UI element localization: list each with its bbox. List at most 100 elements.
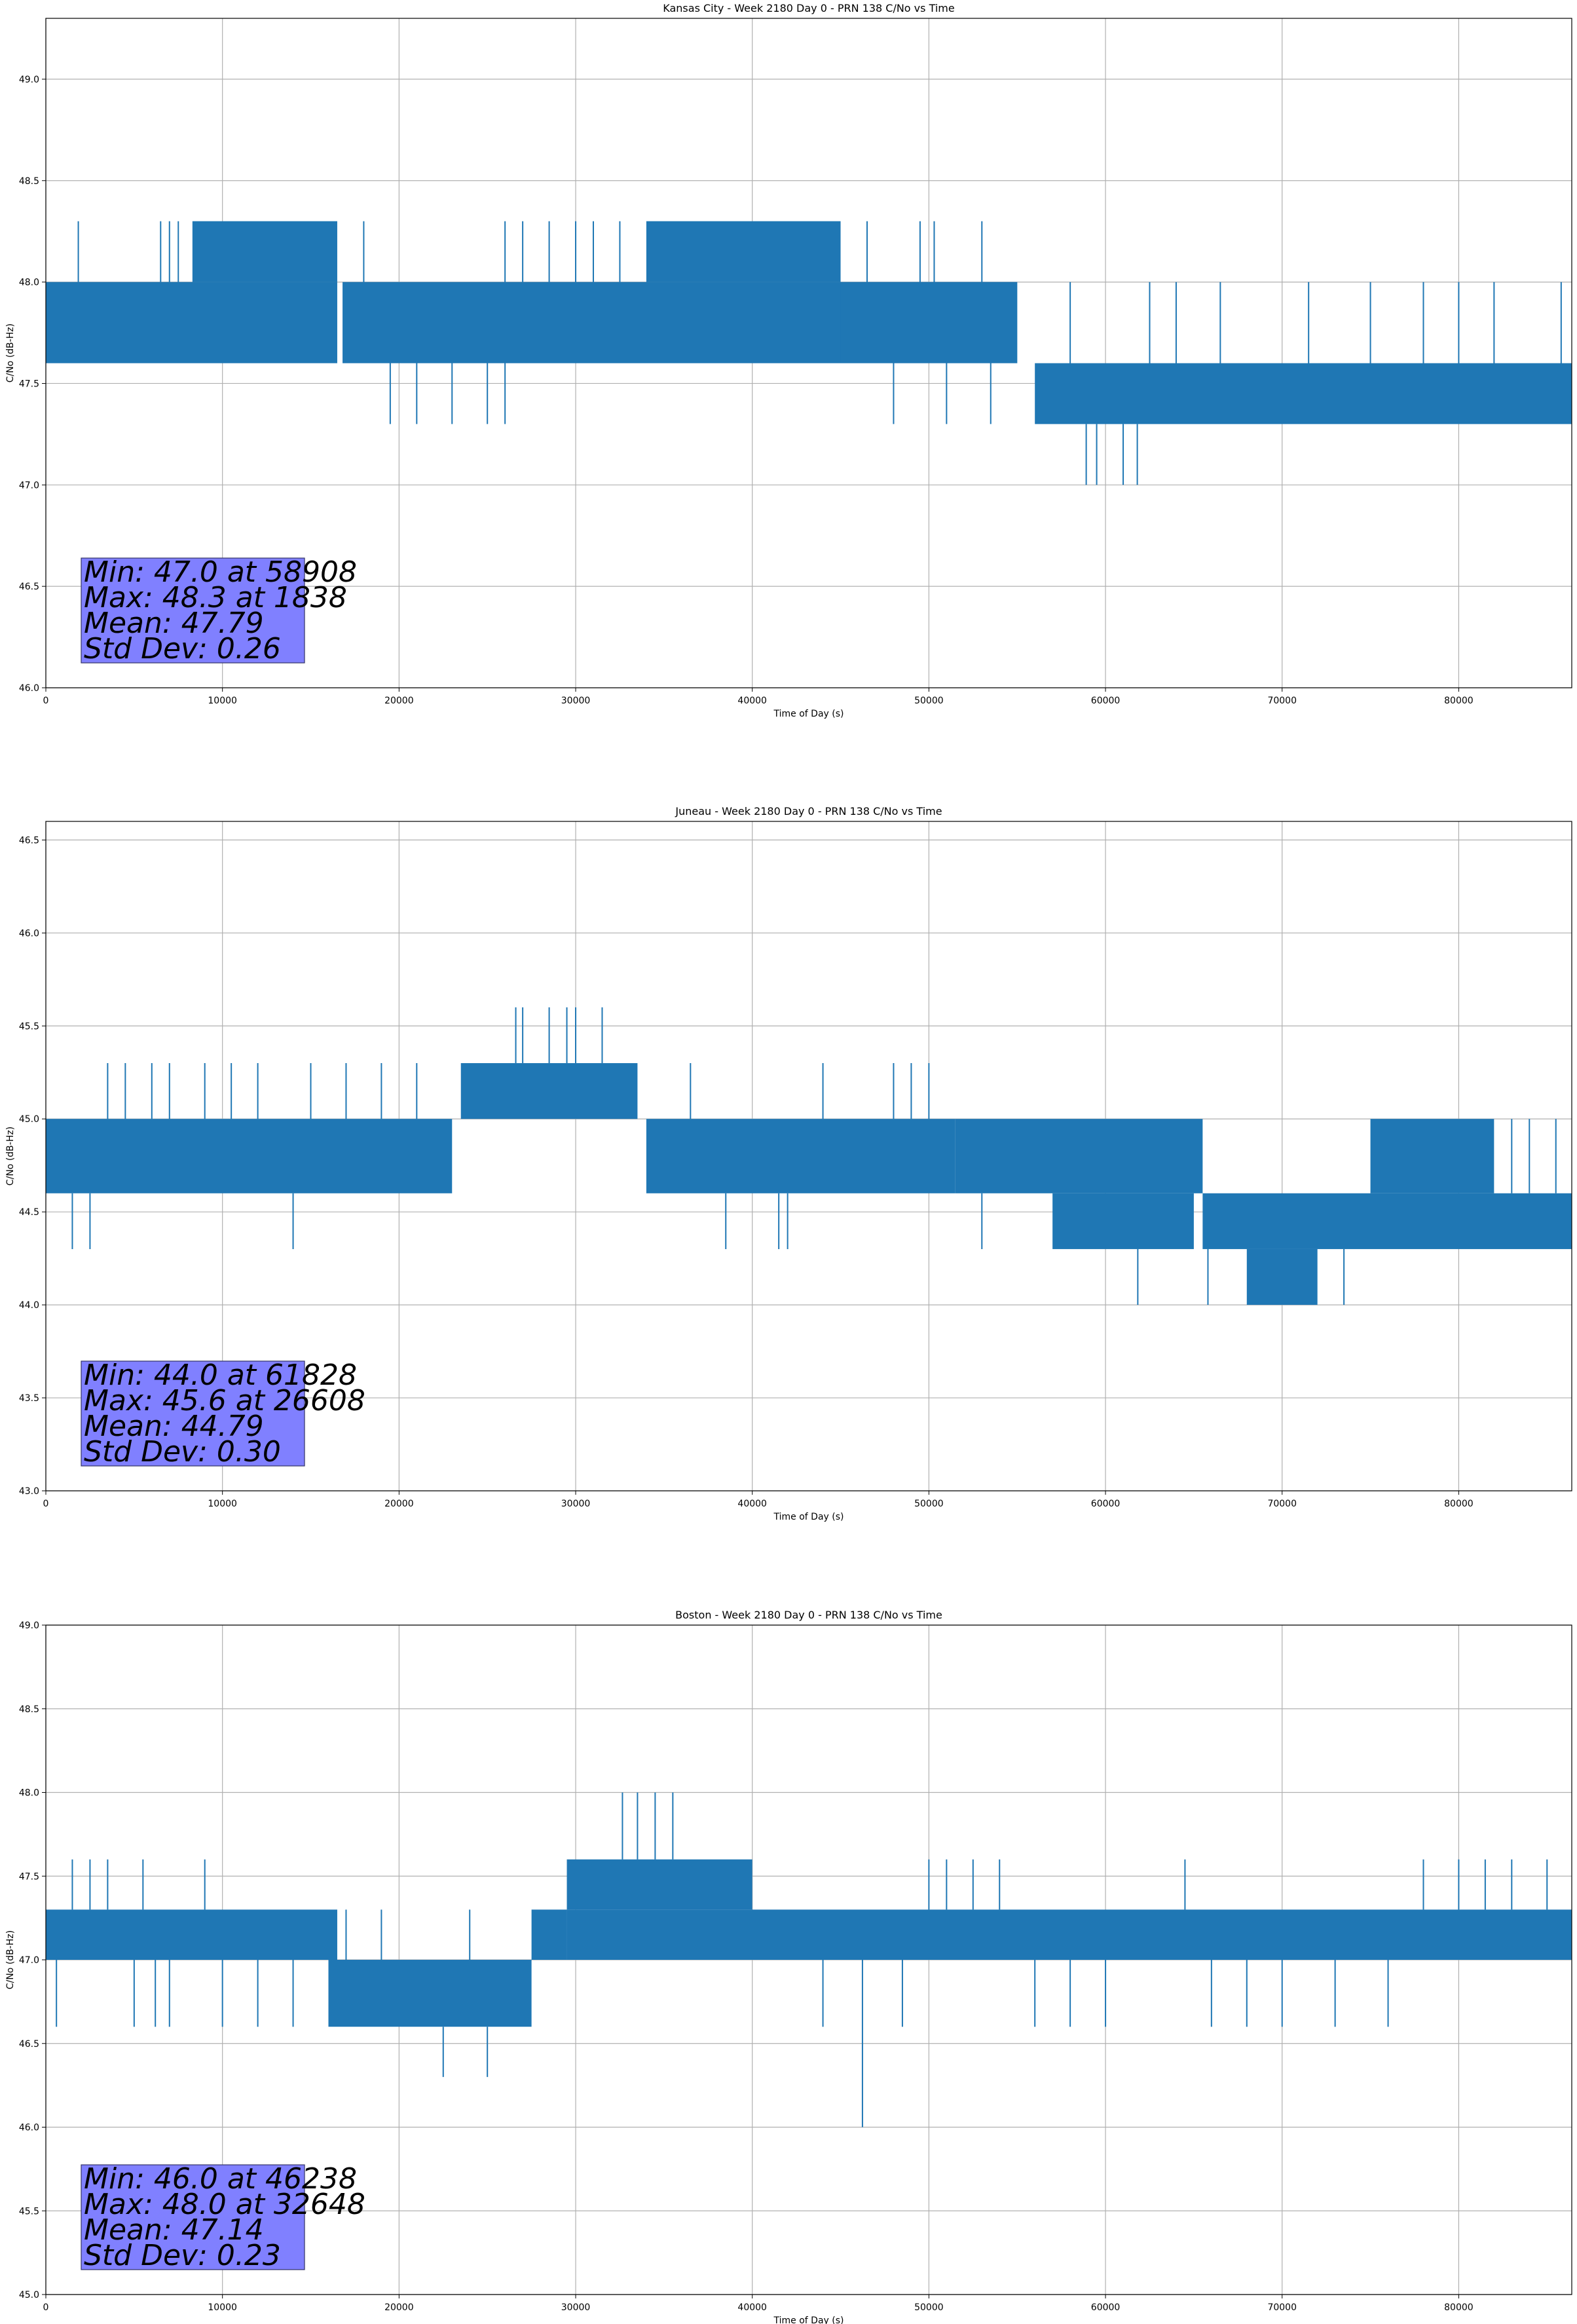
data-band-4 [1052, 1193, 1194, 1249]
axes-frame [45, 821, 1572, 1491]
x-tick-label-2: 20000 [384, 2302, 414, 2313]
stats-line-1: Max: 48.3 at 1838 [84, 581, 347, 614]
chart-panel-0: 0 10000 20000 30000 40000 50000 60000 70000 8000… [5, 2, 1572, 719]
stats-line-3: Std Dev: 0.30 [84, 1435, 281, 1469]
y-tick-label-4: 47.0 [19, 1955, 39, 1966]
y-tick-label-0: 43.0 [19, 1486, 39, 1497]
x-tick-label-3: 30000 [561, 696, 591, 706]
x-tick-label-8: 80000 [1444, 696, 1474, 706]
y-tick-label-2: 47.0 [19, 480, 39, 491]
x-tick-label-6: 60000 [1091, 2302, 1121, 2313]
x-tick-label-5: 50000 [914, 2302, 944, 2313]
x-tick-label-3: 30000 [561, 1499, 591, 1509]
x-tick-label-5: 50000 [914, 696, 944, 706]
axes-frame [45, 18, 1572, 688]
data-band-1 [328, 1960, 532, 2027]
stats-box [81, 2164, 305, 2270]
y-tick-label-4: 45.0 [19, 1114, 39, 1125]
x-tick-label-5: 50000 [914, 1499, 944, 1509]
stats-line-2: Mean: 47.14 [84, 2213, 264, 2247]
x-tick-label-0: 0 [43, 696, 49, 706]
stats-line-3: Std Dev: 0.26 [84, 632, 281, 665]
stats-box [81, 557, 305, 664]
y-axis-label: C/No (dB-Hz) [5, 1127, 16, 1186]
y-axis-label: C/No (dB-Hz) [5, 1930, 16, 1989]
x-tick-label-6: 60000 [1091, 1499, 1121, 1509]
x-tick-label-6: 60000 [1091, 696, 1121, 706]
x-tick-label-7: 70000 [1267, 1499, 1297, 1509]
stats-line-3: Std Dev: 0.23 [84, 2239, 281, 2272]
y-tick-label-6: 48.0 [19, 1788, 39, 1799]
data-band-5 [1202, 1193, 1572, 1249]
x-tick-label-1: 10000 [208, 2302, 237, 2313]
y-tick-label-7: 46.5 [19, 835, 39, 846]
data-band-3 [566, 1859, 752, 1910]
x-tick-label-4: 40000 [737, 2302, 767, 2313]
stats-line-2: Mean: 47.79 [84, 607, 264, 640]
y-tick-label-4: 48.0 [19, 278, 39, 288]
x-tick-label-8: 80000 [1444, 2302, 1474, 2313]
data-series [46, 221, 1572, 485]
y-tick-label-3: 44.5 [19, 1207, 39, 1218]
data-band-1 [460, 1063, 638, 1119]
data-band-0 [46, 1909, 337, 1960]
data-band-5 [1035, 363, 1572, 424]
stats-line-2: Mean: 44.79 [84, 1410, 264, 1443]
y-tick-label-5: 47.5 [19, 1871, 39, 1882]
y-tick-label-8: 49.0 [19, 1621, 39, 1631]
y-axis-label: C/No (dB-Hz) [5, 324, 16, 383]
y-tick-label-1: 46.5 [19, 582, 39, 592]
data-band-4 [566, 1909, 1572, 1960]
y-tick-label-5: 48.5 [19, 176, 39, 187]
data-band-3 [646, 221, 841, 282]
chart-title: Kansas City - Week 2180 Day 0 - PRN 138 … [663, 2, 954, 14]
stats-box [81, 1360, 305, 1467]
data-band-2 [646, 1119, 955, 1193]
x-tick-label-3: 30000 [561, 2302, 591, 2313]
y-tick-label-0: 45.0 [19, 2290, 39, 2300]
data-band-0 [46, 1119, 453, 1193]
y-tick-label-3: 47.5 [19, 379, 39, 389]
data-band-0 [46, 282, 337, 364]
x-tick-label-0: 0 [43, 1499, 49, 1509]
chart-panel-1: 0 10000 20000 30000 40000 50000 60000 70000 8000… [5, 805, 1572, 1522]
x-tick-label-2: 20000 [384, 1499, 414, 1509]
chart-title: Juneau - Week 2180 Day 0 - PRN 138 C/No … [675, 805, 942, 817]
x-tick-label-4: 40000 [737, 696, 767, 706]
x-axis-label: Time of Day (s) [773, 2315, 844, 2324]
data-band-6 [1370, 1119, 1494, 1193]
x-tick-label-7: 70000 [1267, 2302, 1297, 2313]
x-tick-label-1: 10000 [208, 696, 237, 706]
x-axis-label: Time of Day (s) [773, 709, 844, 719]
y-tick-label-1: 43.5 [19, 1393, 39, 1404]
x-axis-label: Time of Day (s) [773, 1512, 844, 1522]
stats-line-1: Max: 48.0 at 32648 [84, 2188, 365, 2221]
y-tick-label-2: 46.0 [19, 2123, 39, 2133]
x-tick-label-2: 20000 [384, 696, 414, 706]
data-band-1 [192, 221, 337, 282]
x-tick-label-8: 80000 [1444, 1499, 1474, 1509]
stats-line-0: Min: 46.0 at 46238 [84, 2162, 357, 2196]
y-tick-label-6: 46.0 [19, 928, 39, 939]
chart-panel-2: 0 10000 20000 30000 40000 50000 60000 70000 8000… [5, 1609, 1572, 2324]
data-band-3 [955, 1119, 1203, 1193]
x-tick-label-7: 70000 [1267, 696, 1297, 706]
y-tick-label-5: 45.5 [19, 1021, 39, 1032]
data-series [46, 1007, 1572, 1305]
stats-line-0: Min: 44.0 at 61828 [84, 1359, 357, 1392]
data-series [46, 1792, 1572, 2127]
y-tick-label-3: 46.5 [19, 2039, 39, 2050]
data-band-2 [531, 1909, 567, 1960]
y-tick-label-6: 49.0 [19, 75, 39, 85]
y-tick-label-7: 48.5 [19, 1704, 39, 1715]
chart-title: Boston - Week 2180 Day 0 - PRN 138 C/No … [675, 1609, 942, 1621]
stats-line-1: Max: 45.6 at 26608 [84, 1384, 365, 1417]
x-tick-label-0: 0 [43, 2302, 49, 2313]
y-tick-label-0: 46.0 [19, 683, 39, 694]
data-band-4 [840, 282, 1018, 364]
stats-line-0: Min: 47.0 at 58908 [84, 555, 357, 589]
x-tick-label-1: 10000 [208, 1499, 237, 1509]
data-band-7 [1246, 1248, 1318, 1305]
y-tick-label-1: 45.5 [19, 2206, 39, 2217]
